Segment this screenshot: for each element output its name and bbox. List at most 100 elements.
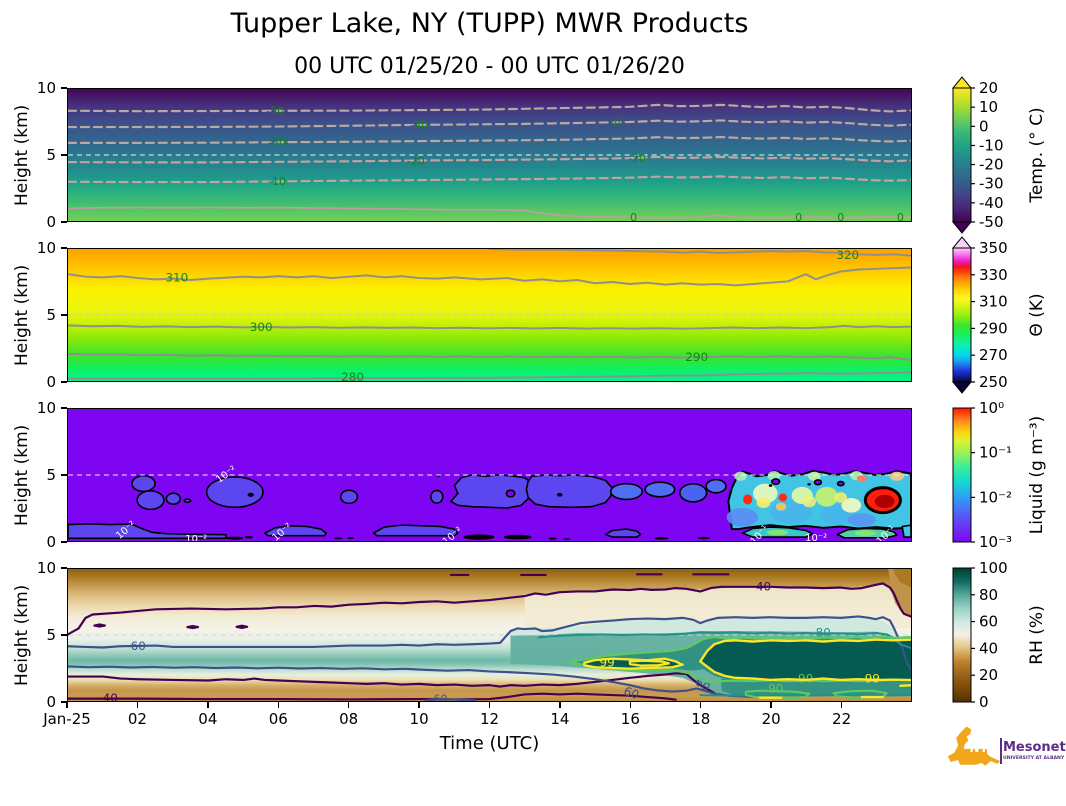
contour-0	[68, 206, 911, 219]
colorbar-axis-label: Liquid (g m⁻³)	[1027, 416, 1047, 535]
blob	[775, 502, 787, 511]
y-tick-label: 0	[46, 693, 56, 711]
blob	[841, 498, 862, 513]
blob	[205, 476, 264, 509]
blob	[463, 534, 495, 540]
y-axis-label: Height (km)	[12, 264, 32, 366]
y-tick-label: 5	[46, 306, 56, 324]
panel-relative-humidity: 40 40 60 60 60 60 80 90 90 99 99	[67, 568, 912, 702]
contour-40	[186, 624, 200, 630]
relative-humidity-colorbar-svg: 100 80 60 40 20 0 RH (%)	[952, 559, 1047, 711]
blob	[334, 537, 343, 540]
contour-40	[68, 672, 716, 695]
colorbar-tick-label: 100	[979, 559, 1008, 577]
contour-label: 310	[165, 271, 188, 285]
contour-label: 0	[897, 211, 904, 221]
blob	[347, 537, 355, 540]
y-tick-mark	[61, 87, 67, 89]
contour-label: 320	[836, 249, 859, 262]
contour-99	[899, 683, 911, 688]
colorbar-temperature: 20 10 0 -10 -20 -30 -40 -50 Temp. (° C)	[950, 75, 1066, 235]
blob	[450, 474, 533, 509]
blob	[778, 493, 787, 502]
blob	[563, 538, 571, 540]
colorbar-tick-label: 0	[979, 117, 989, 135]
x-tick-mark	[629, 702, 632, 708]
x-tick-label: 14	[550, 710, 570, 728]
contour-label: 99	[865, 671, 880, 685]
contour-label: -40	[607, 116, 625, 129]
blob	[889, 471, 904, 481]
y-tick-label: 5	[46, 146, 56, 164]
y-tick-label: 0	[46, 373, 56, 391]
x-tick-label: 12	[479, 710, 500, 728]
contour-40	[235, 624, 249, 629]
contour-label: -10	[268, 175, 286, 188]
contour--10	[68, 175, 911, 184]
y-tick-label: 0	[46, 533, 56, 551]
y-tick-label: 5	[46, 626, 56, 644]
blob	[771, 478, 781, 486]
blob	[752, 483, 778, 504]
x-tick-label: 10	[409, 710, 429, 728]
contour-label: -50	[266, 105, 284, 118]
contour-label: 0	[837, 211, 844, 221]
colorbar-arrow-down	[951, 221, 973, 234]
panel-potential-temperature: 280 290 300 310 320	[67, 248, 912, 382]
blob	[503, 534, 532, 540]
x-tick-label: Jan-25	[43, 710, 91, 728]
contour-90	[569, 635, 911, 664]
x-tick-label: 20	[761, 710, 781, 728]
colorbar-tick-label: 10⁻¹	[979, 444, 1012, 462]
blob	[548, 537, 557, 540]
contour-310	[68, 266, 911, 287]
y-tick-label: 0	[46, 213, 56, 231]
contour-99	[699, 660, 911, 682]
contour--20	[68, 155, 911, 164]
contour-60	[68, 665, 758, 699]
colorbar-tick-label: 20	[979, 79, 998, 97]
logo-tagline-text: UNIVERSITY AT ALBANY	[1003, 756, 1065, 761]
blob	[756, 497, 771, 508]
blob	[604, 528, 642, 538]
x-tick-mark	[207, 702, 209, 708]
x-tick-label: 06	[268, 710, 288, 728]
y-tick-mark	[61, 701, 67, 703]
ny-state-icon	[947, 726, 1001, 766]
y-tick-label: 10	[36, 239, 56, 257]
liquid-water-plot: 10⁻² 10⁻²10⁻²10⁻² 10⁻² 10⁻¹ 10⁻² 10⁻¹	[68, 464, 911, 541]
contour-300	[68, 324, 911, 330]
logo-mesonet-text: Mesonet	[1003, 740, 1066, 755]
blob	[808, 471, 821, 481]
blob	[525, 474, 614, 509]
contour-60	[68, 615, 911, 671]
y-axis-label: Height (km)	[12, 424, 32, 526]
colorbar-tick-label: -30	[979, 175, 1004, 193]
x-tick-mark	[66, 702, 68, 708]
contour-label: 60	[433, 693, 447, 701]
contour-99	[628, 659, 670, 667]
contour-label: 40	[756, 579, 771, 593]
colorbar-tick-label: -40	[979, 194, 1004, 212]
contour-label: 290	[685, 350, 708, 364]
contour-label: 10⁻²	[270, 521, 294, 541]
contour--50	[68, 103, 911, 113]
colorbar-tick-label: 40	[979, 639, 998, 657]
x-tick-label: 18	[691, 710, 711, 728]
blob	[856, 474, 867, 483]
y-tick-mark	[61, 474, 67, 476]
blob	[183, 498, 192, 504]
blob	[893, 569, 911, 588]
contour-label: 10⁻²	[805, 533, 827, 541]
contour-290	[68, 352, 911, 361]
panel-liquid-water: 10⁻² 10⁻² 10⁻² 10⁻² 10⁻² 10⁻¹ 10⁻² 10⁻¹	[67, 408, 912, 542]
y-tick-mark	[61, 567, 67, 569]
y-tick-mark	[61, 154, 67, 156]
contour-label: 280	[341, 370, 364, 381]
y-tick-label: 10	[36, 79, 56, 97]
blob	[766, 529, 789, 536]
colorbar-arrow-up	[951, 236, 973, 249]
contour-label: 60	[131, 639, 146, 653]
colorbar-arrow-up	[951, 76, 973, 89]
contour-99	[699, 638, 911, 663]
